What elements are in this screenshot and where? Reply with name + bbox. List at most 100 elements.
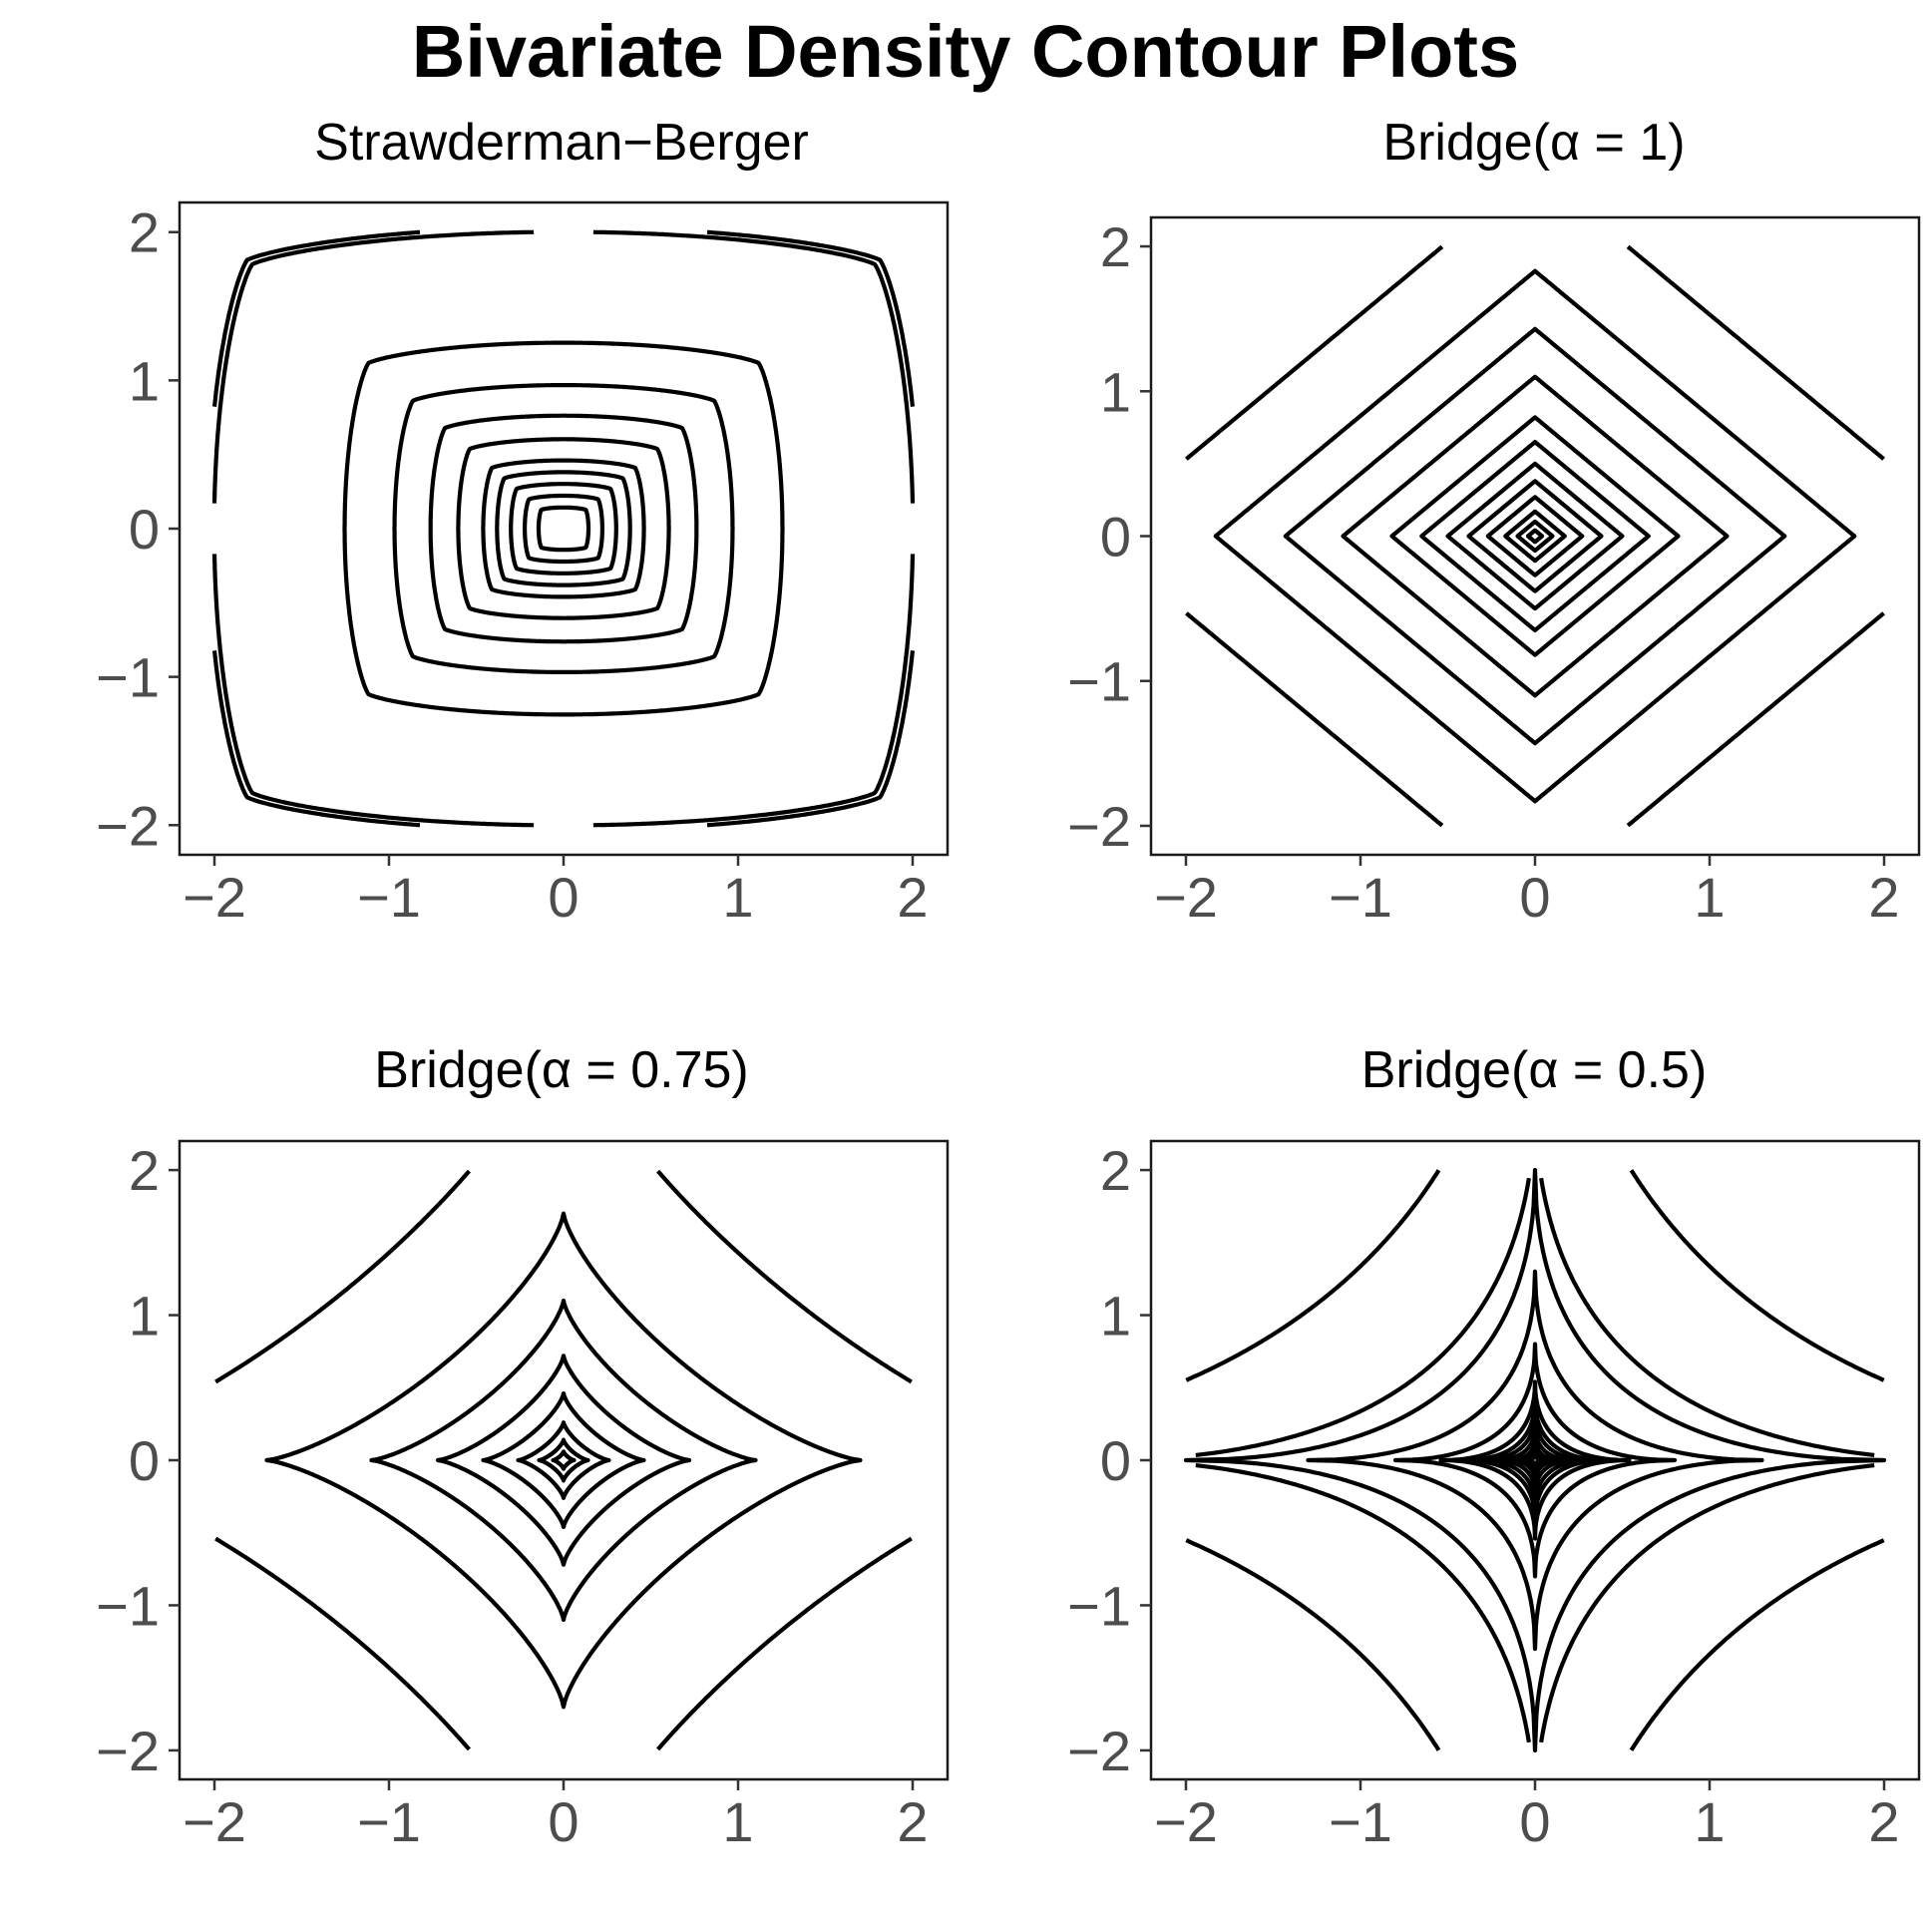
panel-title: Bridge(α = 1): [1382, 114, 1685, 172]
contour-line: [456, 437, 671, 620]
x-tick-label: 1: [722, 1790, 753, 1853]
contour-line: [1283, 326, 1787, 746]
y-tick-label: 1: [1100, 1285, 1131, 1348]
contour-line: [495, 470, 632, 587]
x-tick-label: 0: [548, 866, 579, 929]
contour-line: [1629, 1538, 1885, 1751]
y-tick-label: −2: [96, 794, 160, 857]
contour-line: [1629, 1169, 1885, 1382]
contour-line: [214, 1536, 471, 1751]
x-tick-label: 2: [1868, 866, 1899, 929]
y-tick-label: 0: [1100, 1429, 1131, 1492]
contour-line: [509, 482, 618, 576]
contour-line: [481, 1391, 646, 1529]
x-tick-label: 1: [1694, 866, 1725, 929]
contour-line: [1185, 1169, 1441, 1382]
x-tick-label: 1: [722, 866, 753, 929]
tick-layer: −2 −1 0 1 2 −2 −1 0 1 2: [96, 1139, 928, 1853]
contour-line: [537, 1437, 590, 1483]
tick-layer: −2 −1 0 1 2 −2 −1 0 1 2: [1067, 215, 1899, 929]
contour-line: [264, 1211, 863, 1710]
contour-line: [214, 1169, 471, 1384]
contour-line: [1185, 244, 1444, 461]
y-tick-label: −1: [1067, 1574, 1131, 1637]
contour-line: [656, 1169, 913, 1384]
panel-bridge-alpha-0-75: Bridge(α = 0.75) −2 −1 0 1 2 −2 −1 0 1 2: [96, 1041, 950, 1853]
contour-line: [211, 229, 421, 408]
contour-line: [1392, 1342, 1678, 1579]
contour-line: [435, 1353, 692, 1567]
contour-layer: [1185, 244, 1885, 828]
y-tick-label: −2: [1067, 795, 1131, 858]
panel-bridge-alpha-1: Bridge(α = 1) −2 −1 0 1 2 −2 −1 0 1 2: [1067, 114, 1921, 929]
y-tick-label: 1: [1100, 360, 1131, 423]
contour-line: [1195, 1177, 1531, 1457]
contour-line: [1213, 268, 1857, 804]
x-tick-label: −2: [183, 1790, 246, 1853]
plot-frame: [178, 1139, 950, 1781]
y-tick-label: 2: [1100, 1139, 1131, 1202]
tick-layer: −2 −1 0 1 2 −2 −1 0 1 2: [1067, 1139, 1899, 1853]
contour-line: [706, 649, 916, 828]
x-tick-label: 2: [897, 1790, 928, 1853]
contour-line: [342, 340, 785, 717]
contour-layer: [1183, 1168, 1887, 1752]
contour-line: [1466, 479, 1604, 593]
contour-line: [1341, 374, 1730, 698]
contour-line: [1195, 1463, 1531, 1743]
figure-title: Bivariate Density Contour Plots: [412, 10, 1519, 93]
panel-title: Strawderman−Berger: [314, 114, 809, 172]
contour-line: [1185, 1538, 1441, 1751]
y-tick-label: 2: [129, 201, 160, 264]
contour-line: [536, 505, 591, 553]
x-tick-label: −1: [1329, 1790, 1392, 1853]
contour-line: [706, 229, 916, 408]
x-tick-label: −2: [183, 866, 246, 929]
contour-line: [1185, 611, 1444, 828]
contour-line: [656, 1536, 913, 1751]
contour-line: [1525, 528, 1545, 545]
y-tick-label: −2: [1067, 1720, 1131, 1782]
y-tick-label: −1: [1067, 650, 1131, 713]
y-tick-label: −1: [96, 646, 160, 709]
x-tick-label: −1: [357, 1790, 421, 1853]
contour-line: [1445, 461, 1625, 611]
contour-line: [1539, 1463, 1875, 1743]
contour-line: [1485, 495, 1585, 578]
x-tick-label: −2: [1154, 1790, 1218, 1853]
contour-line: [481, 458, 646, 599]
contour-layer: [214, 1169, 913, 1751]
panel-bridge-alpha-0-5: Bridge(α = 0.5) −2 −1 0 1 2 −2 −1 0 1 2: [1067, 1041, 1921, 1853]
y-tick-label: −2: [96, 1720, 160, 1782]
contour-line: [592, 229, 916, 505]
contour-line: [1626, 611, 1885, 828]
x-tick-label: 0: [1519, 866, 1550, 929]
x-tick-label: 2: [1868, 1790, 1899, 1853]
x-tick-label: 1: [1694, 1790, 1725, 1853]
contour-line: [1438, 1379, 1632, 1541]
y-tick-label: −1: [96, 1574, 160, 1637]
x-tick-label: 2: [897, 866, 928, 929]
panel-title: Bridge(α = 0.75): [374, 1041, 748, 1099]
y-tick-label: 0: [129, 1429, 160, 1492]
plot-frame: [178, 200, 950, 857]
contour-line: [592, 553, 916, 828]
x-tick-label: −1: [1329, 866, 1392, 929]
x-tick-label: −2: [1154, 866, 1218, 929]
contour-line: [1626, 244, 1885, 461]
y-tick-label: 1: [129, 349, 160, 412]
contour-line: [392, 383, 735, 674]
contour-line: [1389, 415, 1681, 657]
plot-frame: [1149, 215, 1921, 857]
contour-line: [1503, 509, 1567, 564]
y-tick-label: 2: [129, 1139, 160, 1202]
x-tick-label: 0: [1519, 1790, 1550, 1853]
x-tick-label: 0: [548, 1790, 579, 1853]
panel-strawderman-berger: Strawderman−Berger −2 −1 0 1 2 −2 −1 0 1 2: [96, 114, 950, 929]
contour-line: [211, 553, 535, 828]
contour-line: [369, 1298, 758, 1623]
contour-line: [523, 493, 604, 565]
contour-line: [1183, 1168, 1887, 1752]
contour-line: [211, 229, 535, 505]
